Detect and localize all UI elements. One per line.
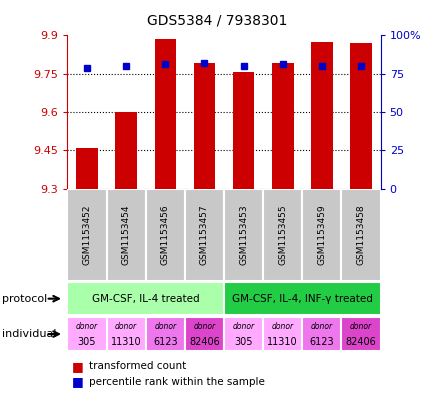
Bar [145,189,184,281]
Bar [232,72,254,189]
Bar [263,317,302,351]
Text: 82406: 82406 [345,337,375,347]
Text: protocol: protocol [2,294,47,304]
Text: 305: 305 [78,337,96,347]
Text: ■: ■ [72,375,83,389]
Text: donor: donor [154,322,176,331]
Text: GDS5384 / 7938301: GDS5384 / 7938301 [147,14,287,28]
Bar [145,317,184,351]
Text: GSM1153455: GSM1153455 [278,204,286,265]
Bar [349,43,371,189]
Bar [193,64,215,189]
Text: GM-CSF, IL-4, INF-γ treated: GM-CSF, IL-4, INF-γ treated [231,294,372,304]
Bar [263,189,302,281]
Text: donor: donor [76,322,98,331]
Text: GSM1153457: GSM1153457 [200,204,208,265]
Text: 11310: 11310 [111,337,141,347]
Text: 6123: 6123 [309,337,333,347]
Bar [76,148,98,189]
Text: 82406: 82406 [189,337,219,347]
Text: donor: donor [349,322,371,331]
Text: GSM1153456: GSM1153456 [161,204,169,265]
Text: GSM1153452: GSM1153452 [82,205,91,265]
Text: percentile rank within the sample: percentile rank within the sample [89,377,264,387]
Bar [302,317,341,351]
Bar [106,189,145,281]
Bar [154,39,176,189]
Text: donor: donor [232,322,254,331]
Bar [224,189,263,281]
Bar [224,282,380,315]
Bar [224,317,263,351]
Bar [67,282,224,315]
Bar [341,317,380,351]
Text: individual: individual [2,329,56,339]
Text: 6123: 6123 [153,337,177,347]
Text: GSM1153458: GSM1153458 [356,204,365,265]
Bar [184,189,224,281]
Text: GSM1153453: GSM1153453 [239,204,247,265]
Text: donor: donor [193,322,215,331]
Bar [341,189,380,281]
Bar [310,42,332,189]
Text: 305: 305 [234,337,252,347]
Bar [115,112,137,189]
Bar [106,317,145,351]
Bar [67,189,106,281]
Bar [271,64,293,189]
Text: donor: donor [271,322,293,331]
Text: ■: ■ [72,360,83,373]
Text: GM-CSF, IL-4 treated: GM-CSF, IL-4 treated [92,294,199,304]
Text: 11310: 11310 [267,337,297,347]
Bar [184,317,224,351]
Text: donor: donor [115,322,137,331]
Bar [302,189,341,281]
Text: donor: donor [310,322,332,331]
Text: GSM1153454: GSM1153454 [122,205,130,265]
Text: GSM1153459: GSM1153459 [317,204,326,265]
Text: transformed count: transformed count [89,361,186,371]
Bar [67,317,106,351]
